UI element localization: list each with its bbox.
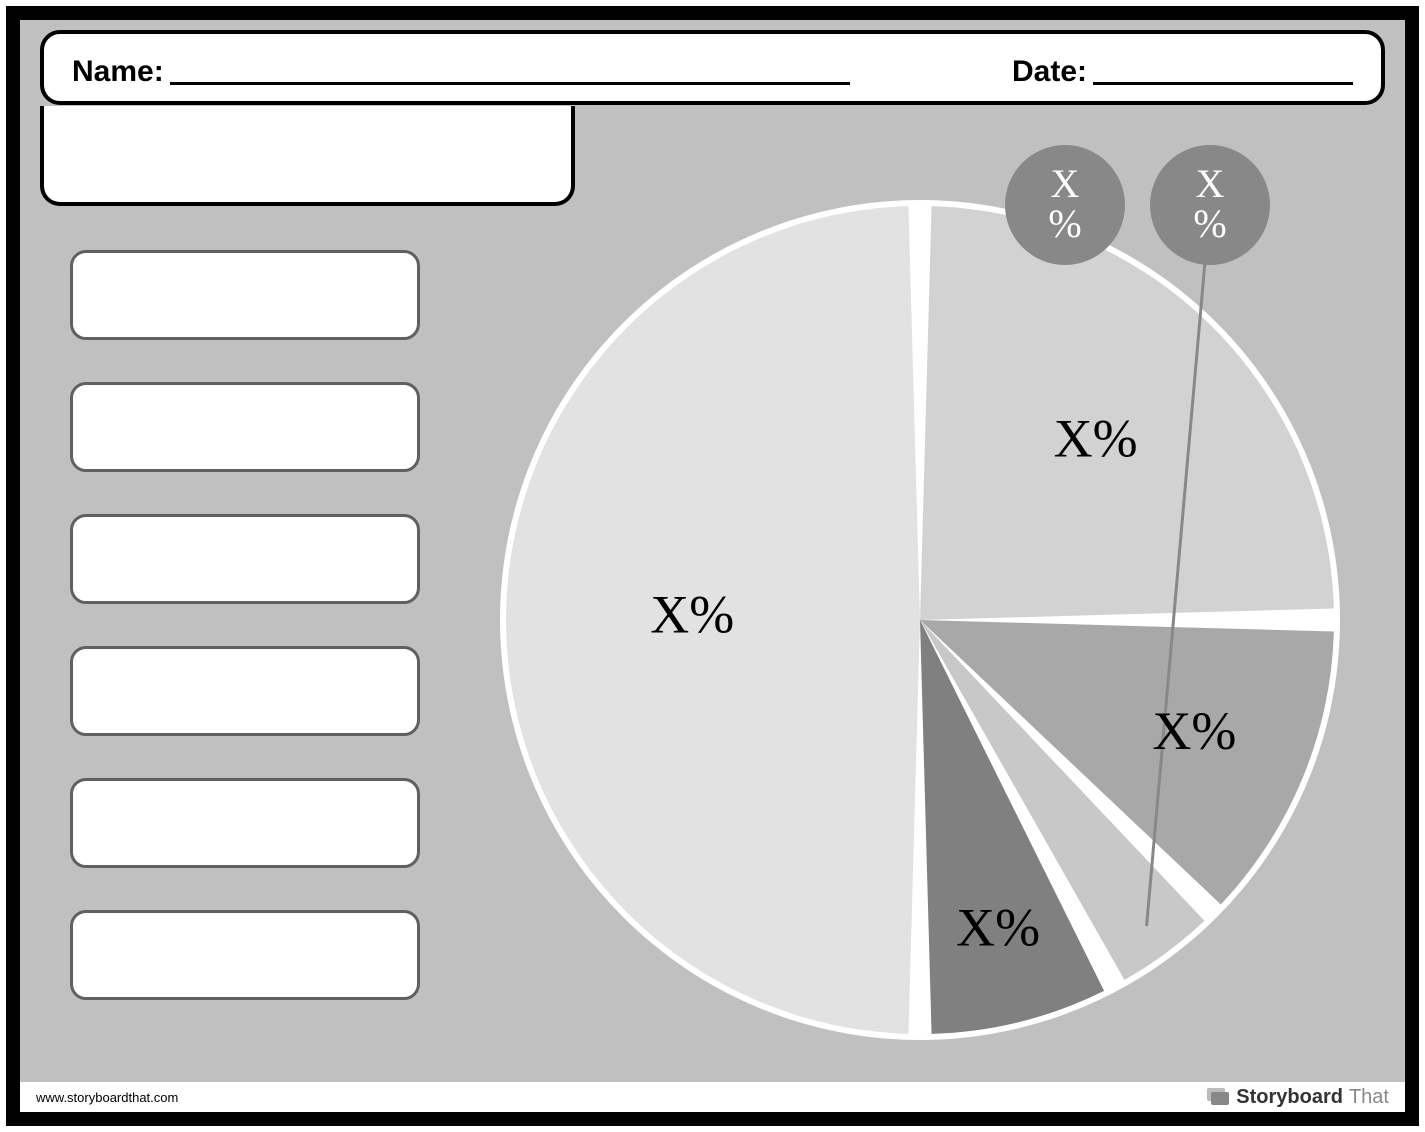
date-label: Date: [1012, 55, 1087, 89]
brand-light: That [1349, 1086, 1389, 1109]
slice-label-2: X% [1054, 409, 1138, 469]
pie-chart: X%X%X%X%X%X% [460, 160, 1380, 1080]
name-input-line[interactable] [170, 82, 850, 85]
storyboard-icon [1206, 1087, 1230, 1107]
legend-column [70, 250, 420, 1000]
footer-brand: Storyboard That [1206, 1086, 1389, 1109]
callout-label-5-line2: % [1048, 201, 1081, 246]
worksheet-background: Name: Date: X%X%X%X%X%X% www.stor [20, 20, 1405, 1112]
legend-box-6[interactable] [70, 910, 420, 1000]
footer-url: www.storyboardthat.com [36, 1090, 178, 1105]
legend-box-5[interactable] [70, 778, 420, 868]
header-strip: Name: Date: [40, 30, 1385, 105]
date-field[interactable]: Date: [1012, 55, 1353, 89]
legend-box-1[interactable] [70, 250, 420, 340]
legend-box-2[interactable] [70, 382, 420, 472]
slice-label-3: X% [1152, 701, 1236, 761]
callout-label-4-line2: % [1193, 201, 1226, 246]
slice-label-1: X% [650, 584, 734, 644]
callout-label-5-line1: X [1051, 161, 1080, 206]
date-input-line[interactable] [1093, 82, 1353, 85]
name-label: Name: [72, 55, 164, 89]
brand-bold: Storyboard [1236, 1086, 1343, 1109]
name-field[interactable]: Name: [72, 55, 850, 89]
legend-box-3[interactable] [70, 514, 420, 604]
slice-label-5: X% [956, 898, 1040, 958]
pie-svg: X%X%X%X%X%X% [460, 160, 1380, 1080]
outer-frame: Name: Date: X%X%X%X%X%X% www.stor [6, 6, 1419, 1126]
callout-label-4-line1: X [1196, 161, 1225, 206]
footer: www.storyboardthat.com Storyboard That [20, 1082, 1405, 1112]
legend-box-4[interactable] [70, 646, 420, 736]
